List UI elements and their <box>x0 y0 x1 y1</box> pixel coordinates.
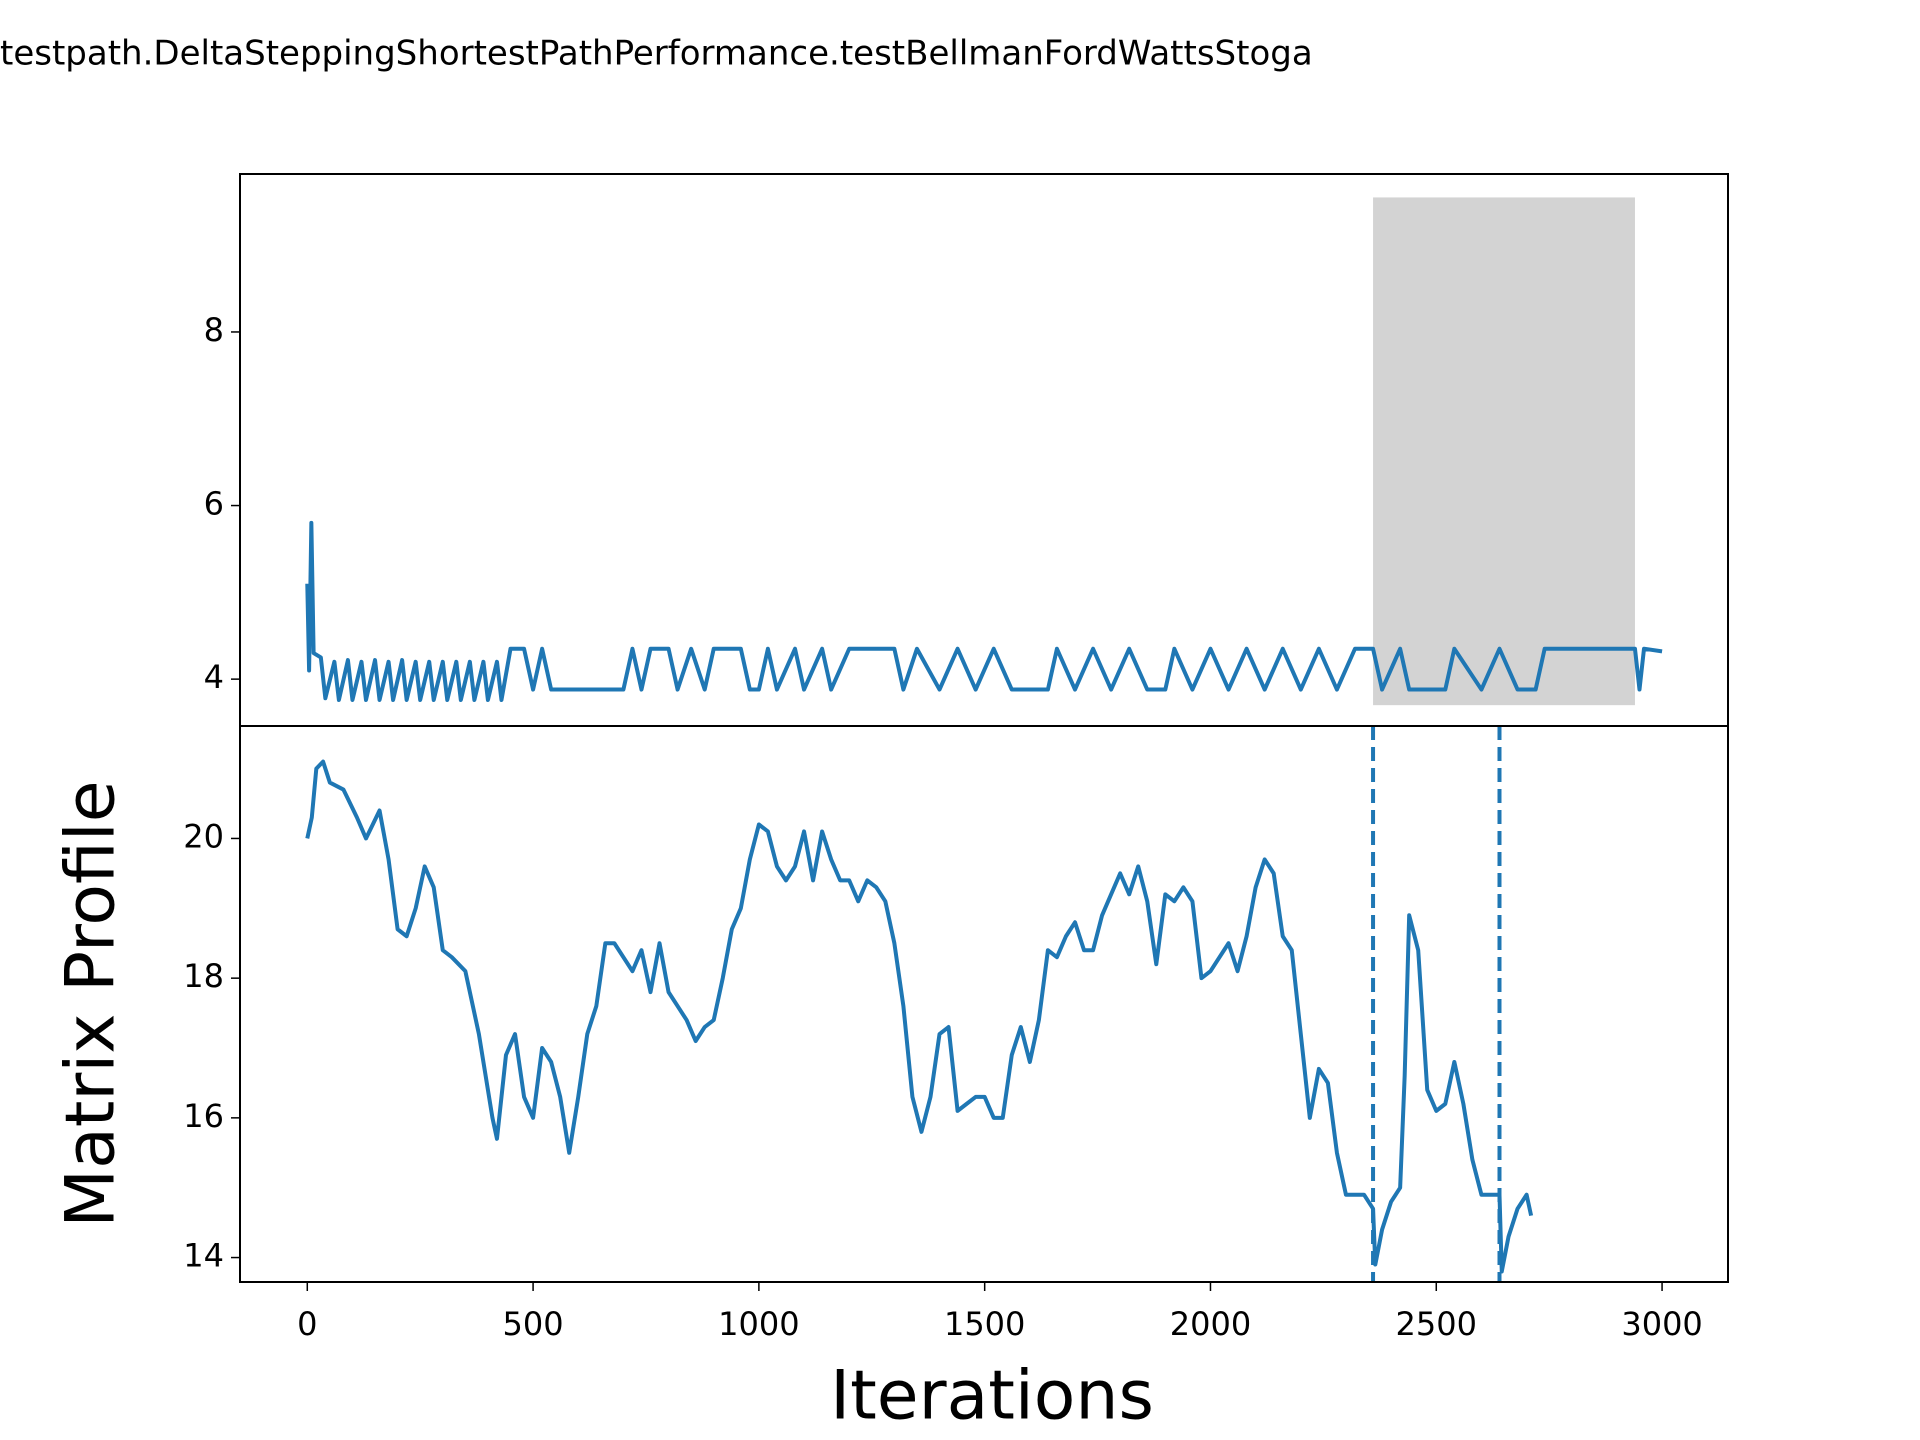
y-tick-label: 4 <box>204 658 224 696</box>
y-tick-label: 14 <box>183 1237 224 1275</box>
x-tick-label: 1500 <box>944 1305 1025 1343</box>
series-line <box>305 759 1534 1274</box>
y-tick-label: 8 <box>204 311 224 349</box>
highlight-region <box>1373 197 1635 706</box>
y-tick-label: 16 <box>183 1097 224 1135</box>
x-tick-label: 2000 <box>1170 1305 1251 1343</box>
chart-title: testpath.DeltaSteppingShortestPathPerfor… <box>0 34 1313 74</box>
x-tick-label: 3000 <box>1621 1305 1702 1343</box>
y-axis-label: Matrix Profile <box>52 780 131 1227</box>
x-tick-label: 1000 <box>718 1305 799 1343</box>
x-axis-label: Iterations <box>830 1357 1154 1436</box>
x-tick-label: 0 <box>297 1305 317 1343</box>
x-tick-label: 2500 <box>1396 1305 1477 1343</box>
x-tick-label: 500 <box>503 1305 564 1343</box>
series-line <box>305 520 1663 702</box>
y-tick-label: 20 <box>183 817 224 855</box>
y-tick-label: 6 <box>204 485 224 523</box>
y-tick-label: 18 <box>183 957 224 995</box>
axes-frame <box>239 725 1729 1283</box>
